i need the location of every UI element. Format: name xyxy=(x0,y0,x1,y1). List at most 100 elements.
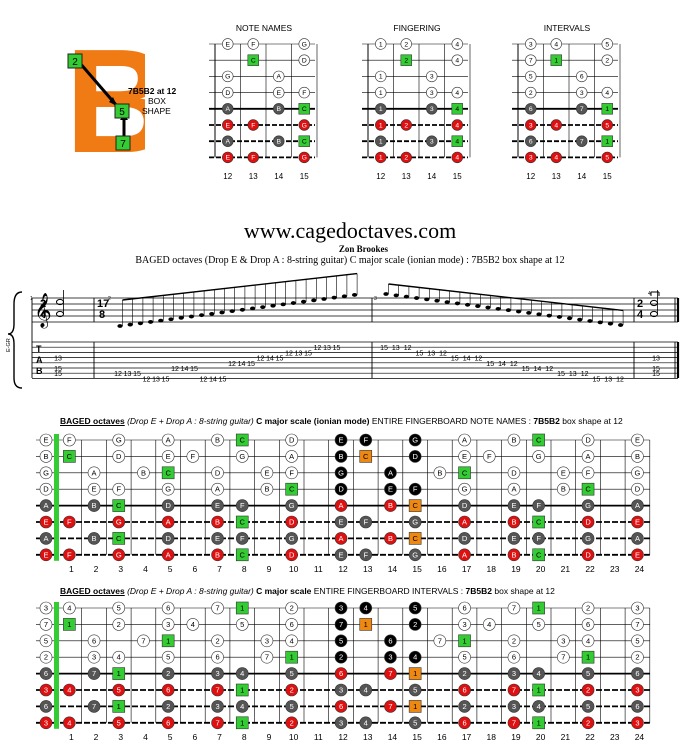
mini-note: E xyxy=(222,38,234,50)
svg-text:1: 1 xyxy=(166,636,170,645)
mini-diagrams-area: NOTE NAMES E F G C D G A D E F A B C E F G A B C E F G 12 13 14 15… xyxy=(0,0,700,200)
svg-text:A: A xyxy=(225,138,230,145)
svg-text:4: 4 xyxy=(117,653,121,662)
mini-note: 3 xyxy=(525,38,537,50)
notation-note xyxy=(270,303,276,308)
notation-note xyxy=(434,298,440,303)
svg-text:F: F xyxy=(302,90,306,97)
svg-text:2: 2 xyxy=(529,90,533,97)
svg-text:F: F xyxy=(251,155,255,162)
fretboard-note: 5 xyxy=(285,700,298,713)
mini-note: F xyxy=(247,151,259,164)
open-string-note: A xyxy=(39,499,53,512)
svg-text:4: 4 xyxy=(191,620,195,629)
mini-note: G xyxy=(298,119,310,131)
measure-number-2: 2 xyxy=(108,296,111,302)
fretboard-note: 5 xyxy=(235,618,249,631)
fretboard-note: A xyxy=(581,450,595,463)
shape-logo: B 2 5 7 xyxy=(65,19,172,184)
fretboard-note: 3 xyxy=(260,634,274,648)
mini-note: E xyxy=(222,151,234,164)
svg-text:G: G xyxy=(302,41,307,48)
svg-text:3: 3 xyxy=(529,122,533,129)
notation-note xyxy=(454,301,460,306)
fret-number: 17 xyxy=(462,732,472,742)
svg-text:C: C xyxy=(240,518,246,527)
notation-note xyxy=(505,308,511,313)
fretboard-note: 5 xyxy=(334,634,348,648)
mini-note: 4 xyxy=(601,86,613,99)
notation-note xyxy=(199,313,205,318)
open-string-note: G xyxy=(39,466,53,480)
notation-note xyxy=(546,313,552,318)
fretboard-note: 5 xyxy=(112,601,126,615)
svg-text:1: 1 xyxy=(379,74,383,81)
svg-text:F: F xyxy=(536,501,541,510)
svg-text:4: 4 xyxy=(364,604,368,613)
svg-text:F: F xyxy=(586,468,591,477)
svg-text:1: 1 xyxy=(537,686,541,695)
fretboard-note: 1 xyxy=(235,601,249,615)
fret-number: 3 xyxy=(118,732,123,742)
svg-text:5: 5 xyxy=(44,636,48,645)
svg-text:G: G xyxy=(536,452,542,461)
fretboard-note: 6 xyxy=(631,700,644,713)
open-string-note: E xyxy=(39,548,53,562)
notation-note xyxy=(311,298,317,303)
fret-number: 8 xyxy=(242,564,247,574)
notation-note xyxy=(301,299,307,304)
fretboard-note: D xyxy=(161,532,175,545)
tab-number: 12 xyxy=(228,361,236,368)
svg-text:G: G xyxy=(635,468,641,477)
fretboard-note: F xyxy=(359,515,373,529)
logo-marker-7-label: 7 xyxy=(120,139,126,150)
svg-text:1: 1 xyxy=(117,669,121,678)
svg-text:G: G xyxy=(116,550,122,559)
mini-note: 6 xyxy=(525,135,537,147)
fretboard-note: 4 xyxy=(532,667,545,680)
mini-note: 1 xyxy=(375,151,387,164)
measure-number-3: 3 xyxy=(374,296,377,302)
fretboard-note: D xyxy=(581,515,595,529)
svg-text:1: 1 xyxy=(379,106,383,113)
logo-marker-2 xyxy=(67,53,83,69)
fretboard-note: C xyxy=(285,482,298,496)
tab-number: 15 xyxy=(522,366,530,373)
tab-number: 12 xyxy=(114,371,122,378)
fretboard-note: 5 xyxy=(161,650,175,664)
fretboard-note: 4 xyxy=(581,634,595,648)
fretboard-note: E xyxy=(334,548,348,562)
tab-number: 13 xyxy=(392,345,400,352)
svg-text:A: A xyxy=(511,485,516,494)
svg-text:E: E xyxy=(43,436,48,445)
svg-text:3: 3 xyxy=(635,718,639,727)
notation-note xyxy=(650,299,658,307)
fretboard-note: C xyxy=(235,433,249,447)
fret-number: 22 xyxy=(585,732,595,742)
notation-note xyxy=(331,295,337,300)
mini-note: 5 xyxy=(601,119,613,131)
mini-note: 2 xyxy=(601,54,613,66)
svg-text:B: B xyxy=(92,501,97,510)
svg-text:F: F xyxy=(240,534,245,543)
fretboard-note: 7 xyxy=(137,634,150,648)
svg-text:B: B xyxy=(511,518,516,527)
svg-text:6: 6 xyxy=(339,669,343,678)
svg-text:F: F xyxy=(536,534,541,543)
tab-number: 13 xyxy=(295,350,303,357)
svg-text:G: G xyxy=(289,501,295,510)
fretboard-note: D xyxy=(285,433,298,447)
mini-note: 3 xyxy=(426,135,438,147)
fretboard-note: B xyxy=(260,482,274,496)
tab-number: 13 xyxy=(652,356,660,363)
fretboard-note: 3 xyxy=(384,650,397,664)
svg-text:B: B xyxy=(92,534,97,543)
notation-note xyxy=(219,310,225,315)
fretboard-note: B xyxy=(87,499,101,512)
fretboard-note: 4 xyxy=(186,618,200,631)
fretboard-note: G xyxy=(408,515,422,529)
fretboard-note: E xyxy=(631,433,644,447)
svg-text:3: 3 xyxy=(561,636,565,645)
